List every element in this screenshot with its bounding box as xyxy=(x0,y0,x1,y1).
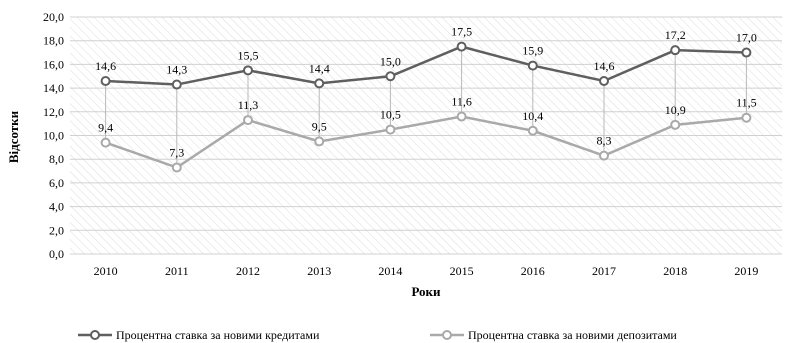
data-label: 15,9 xyxy=(522,44,543,58)
legend-marker xyxy=(442,330,452,340)
data-label: 14,4 xyxy=(309,61,330,75)
series-line xyxy=(105,45,747,86)
data-label: 17,0 xyxy=(736,31,757,45)
legend-label: Процентна ставка за новими кредитами xyxy=(116,328,320,342)
data-labels: 9,4 7,3 11,3 9,5 10,5 11,6 10,4 8,3 10,9 11,5 14,6… xyxy=(95,25,757,160)
data-point xyxy=(527,60,538,71)
data-label: 11,3 xyxy=(238,98,259,112)
data-point xyxy=(599,75,609,86)
data-label: 9,5 xyxy=(312,119,327,133)
grid-lines xyxy=(70,16,782,255)
x-tick-label: 2015 xyxy=(450,264,474,278)
data-point xyxy=(385,71,396,82)
y-tick-label: 20,0 xyxy=(43,10,64,24)
y-axis-title: Відсотки xyxy=(6,110,21,163)
y-tick-label: 12,0 xyxy=(43,105,64,119)
y-tick-label: 6,0 xyxy=(49,176,64,190)
data-point xyxy=(243,115,253,126)
data-point xyxy=(741,47,752,58)
y-axis-ticks: 0,0 2,0 4,0 6,0 8,0 10,0 12,0 14,0 16,0 18,0 20,0 xyxy=(43,10,64,261)
data-point xyxy=(670,45,681,56)
data-point xyxy=(456,41,467,52)
data-point xyxy=(599,150,609,161)
y-tick-label: 14,0 xyxy=(43,81,64,95)
data-point xyxy=(741,112,752,123)
data-label: 14,6 xyxy=(594,59,615,73)
data-label: 10,9 xyxy=(665,103,686,117)
data-label: 7,3 xyxy=(169,145,184,159)
x-axis-title: Роки xyxy=(411,284,441,299)
data-point xyxy=(527,125,538,136)
data-point xyxy=(171,79,182,90)
y-tick-label: 4,0 xyxy=(49,200,64,214)
x-tick-label: 2017 xyxy=(592,264,616,278)
data-point xyxy=(243,65,253,76)
y-tick-label: 2,0 xyxy=(49,223,64,237)
data-point xyxy=(100,75,111,86)
data-label: 11,6 xyxy=(451,95,472,109)
x-tick-label: 2012 xyxy=(236,264,260,278)
x-tick-label: 2018 xyxy=(663,264,687,278)
data-label: 11,5 xyxy=(736,96,757,110)
data-label: 10,4 xyxy=(522,109,543,123)
series-lines xyxy=(100,41,752,173)
x-tick-label: 2016 xyxy=(521,264,545,278)
data-point xyxy=(314,136,325,147)
y-tick-label: 16,0 xyxy=(43,57,64,71)
data-point xyxy=(456,111,467,122)
data-label: 14,6 xyxy=(95,59,116,73)
data-point xyxy=(314,78,325,89)
high-low-lines xyxy=(105,46,747,168)
y-tick-label: 0,0 xyxy=(49,247,64,261)
data-label: 17,2 xyxy=(665,28,686,42)
data-label: 10,5 xyxy=(380,108,401,122)
legend: Процентна ставка за новими кредитами Проц… xyxy=(78,328,677,342)
data-label: 15,0 xyxy=(380,54,401,68)
x-tick-label: 2010 xyxy=(94,264,118,278)
x-tick-label: 2013 xyxy=(307,264,331,278)
data-label: 8,3 xyxy=(597,134,612,148)
y-tick-label: 8,0 xyxy=(49,152,64,166)
x-tick-label: 2014 xyxy=(378,264,402,278)
data-point xyxy=(171,162,182,173)
data-label: 15,5 xyxy=(238,48,259,62)
x-tick-label: 2019 xyxy=(734,264,758,278)
x-axis-ticks: 2010 2011 2012 2013 2014 2015 2016 2017 2018 2019 xyxy=(94,264,759,278)
series-line xyxy=(105,115,747,169)
legend-marker xyxy=(90,330,100,340)
legend-label: Процентна ставка за новими депозитами xyxy=(468,328,677,342)
y-tick-label: 18,0 xyxy=(43,34,64,48)
y-tick-label: 10,0 xyxy=(43,129,64,143)
data-label: 9,4 xyxy=(98,121,113,135)
data-point xyxy=(385,124,396,135)
data-point xyxy=(100,137,111,148)
data-point xyxy=(670,119,681,130)
data-label: 17,5 xyxy=(451,25,472,39)
x-tick-label: 2011 xyxy=(165,264,189,278)
data-label: 14,3 xyxy=(166,63,187,77)
